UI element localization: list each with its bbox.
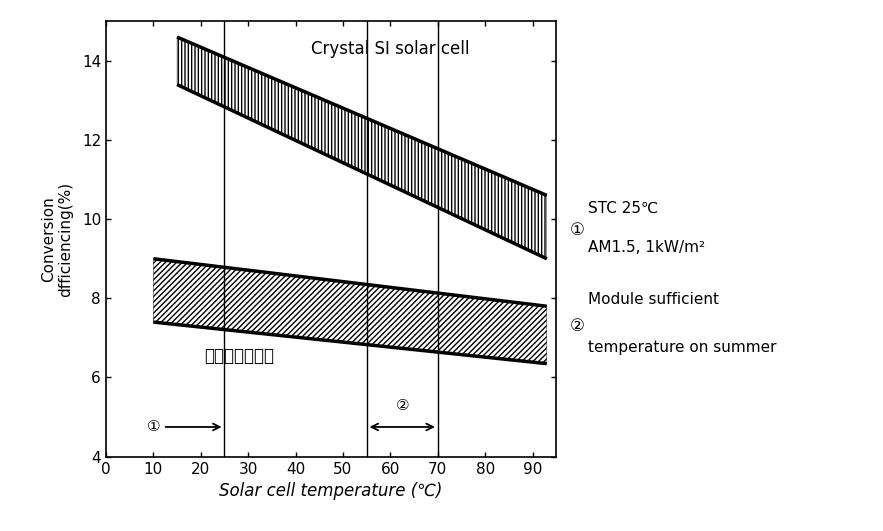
Text: AM1.5, 1kW/m²: AM1.5, 1kW/m² (588, 240, 705, 255)
Text: Module sufficient: Module sufficient (588, 293, 719, 307)
Text: STC 25℃: STC 25℃ (588, 201, 658, 216)
Text: ②: ② (570, 317, 585, 335)
X-axis label: Solar cell temperature (℃): Solar cell temperature (℃) (220, 482, 442, 500)
Text: 박막계태양전지: 박막계태양전지 (204, 347, 274, 365)
Text: ②: ② (396, 398, 409, 413)
Y-axis label: Conversion
dfficiencing(%): Conversion dfficiencing(%) (42, 182, 73, 296)
Text: temperature on summer: temperature on summer (588, 340, 776, 355)
Text: ①: ① (147, 419, 160, 434)
Text: ①: ① (570, 221, 585, 239)
Text: Crystal SI solar cell: Crystal SI solar cell (311, 40, 470, 58)
